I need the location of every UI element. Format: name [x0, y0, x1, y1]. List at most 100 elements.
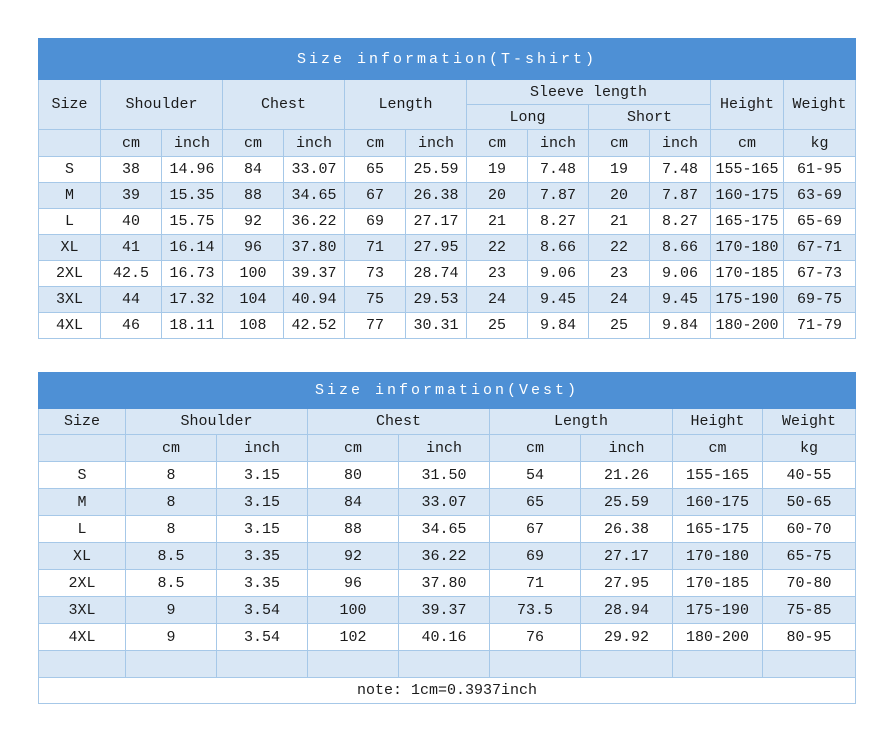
table-cell: 9.84: [527, 312, 589, 339]
table-cell: 76: [489, 623, 581, 651]
tshirt-table-title: Size information(T-shirt): [37, 38, 857, 80]
table-cell: 104: [222, 286, 284, 313]
table-cell: 61-95: [782, 156, 857, 183]
table-cell: 24: [588, 286, 650, 313]
table-cell: 165-175: [672, 515, 763, 543]
table-cell: 9.45: [527, 286, 589, 313]
table-row: XL 8.5 3.35 92 36.22 69 27.17 170-180 65-75: [38, 542, 857, 570]
table-cell: 100: [307, 596, 399, 624]
table-cell: 60-70: [761, 515, 857, 543]
table-cell: 42.52: [283, 312, 345, 339]
table-cell: 80-95: [761, 623, 857, 651]
table-cell: 18.11: [161, 312, 223, 339]
tshirt-title-row: Size information(T-shirt): [37, 38, 857, 80]
unit-cell: inch: [649, 129, 711, 157]
table-cell: 54: [489, 461, 581, 489]
unit-cell: [38, 434, 126, 462]
table-cell: 27.95: [405, 234, 467, 261]
table-row: M 39 15.35 88 34.65 67 26.38 20 7.87 20 7.87 160-17…: [38, 182, 857, 209]
table-cell: 31.50: [398, 461, 490, 489]
unit-cell: kg: [761, 434, 857, 462]
table-cell: [489, 650, 581, 678]
table-cell: 29.53: [405, 286, 467, 313]
column-header-sleeve-length: Sleeve length: [466, 79, 711, 105]
column-header-height: Height: [672, 408, 763, 435]
table-cell: 69: [344, 208, 406, 235]
size-cell: 4XL: [38, 623, 126, 651]
table-cell: 21: [466, 208, 528, 235]
vest-table-title: Size information(Vest): [37, 372, 857, 409]
table-cell: 3.35: [216, 542, 308, 570]
table-cell: 7.48: [527, 156, 589, 183]
table-cell: 92: [307, 542, 399, 570]
table-cell: 25: [466, 312, 528, 339]
table-cell: 36.22: [398, 542, 490, 570]
conversion-note-row: note: 1cm=0.3937inch: [37, 677, 857, 704]
table-cell: 180-200: [672, 623, 763, 651]
table-cell: 39.37: [283, 260, 345, 287]
vest-table-body: S 8 3.15 80 31.50 54 21.26 155-165 40-55 M 8 3.15 84…: [38, 461, 857, 678]
table-cell: 170-180: [710, 234, 784, 261]
table-cell: 9.06: [649, 260, 711, 287]
vest-size-table: Size information(Vest) Size Shoulder Che…: [37, 372, 857, 704]
table-cell: 16.73: [161, 260, 223, 287]
unit-cell: [38, 129, 101, 157]
unit-cell: cm: [710, 129, 784, 157]
table-cell: 15.75: [161, 208, 223, 235]
size-cell: M: [38, 182, 101, 209]
table-cell: 7.87: [527, 182, 589, 209]
table-cell: 63-69: [782, 182, 857, 209]
table-cell: 160-175: [672, 488, 763, 516]
table-cell: 46: [100, 312, 162, 339]
column-header-shoulder: Shoulder: [100, 79, 223, 130]
table-cell: 67-71: [782, 234, 857, 261]
table-cell: 9: [125, 623, 217, 651]
column-header-sleeve-long: Long: [466, 104, 589, 130]
table-cell: 8: [125, 461, 217, 489]
unit-cell: inch: [283, 129, 345, 157]
table-cell: 155-165: [710, 156, 784, 183]
column-header-shoulder: Shoulder: [125, 408, 308, 435]
size-cell: 3XL: [38, 286, 101, 313]
size-cell: 2XL: [38, 260, 101, 287]
unit-cell: cm: [672, 434, 763, 462]
table-cell: 65: [489, 488, 581, 516]
table-cell: 108: [222, 312, 284, 339]
tshirt-units-row: cm inch cm inch cm inch cm inch cm inch cm kg: [38, 129, 857, 157]
table-cell: 92: [222, 208, 284, 235]
table-cell: 19: [588, 156, 650, 183]
table-cell: 73: [344, 260, 406, 287]
table-cell: 100: [222, 260, 284, 287]
table-cell: 28.74: [405, 260, 467, 287]
unit-cell: cm: [588, 129, 650, 157]
unit-cell: inch: [405, 129, 467, 157]
table-cell: 88: [307, 515, 399, 543]
table-row: 3XL 44 17.32 104 40.94 75 29.53 24 9.45 24 9.45 175…: [38, 286, 857, 313]
size-cell: S: [38, 156, 101, 183]
table-cell: 65-69: [782, 208, 857, 235]
table-row: 2XL 42.5 16.73 100 39.37 73 28.74 23 9.06 23 9.06 1…: [38, 260, 857, 287]
vest-size-table-section: Size information(Vest) Size Shoulder Che…: [37, 372, 857, 704]
column-header-weight: Weight: [782, 79, 857, 130]
table-cell: 37.80: [283, 234, 345, 261]
column-header-chest: Chest: [307, 408, 490, 435]
unit-cell: inch: [398, 434, 490, 462]
table-cell: [398, 650, 490, 678]
table-cell: 88: [222, 182, 284, 209]
table-cell: 9.06: [527, 260, 589, 287]
table-cell: 26.38: [580, 515, 673, 543]
table-cell: 27.17: [580, 542, 673, 570]
table-cell: 3.35: [216, 569, 308, 597]
table-cell: 65-75: [761, 542, 857, 570]
table-cell: 160-175: [710, 182, 784, 209]
table-cell: 170-185: [672, 569, 763, 597]
unit-cell: cm: [489, 434, 581, 462]
table-cell: 39.37: [398, 596, 490, 624]
size-cell: L: [38, 515, 126, 543]
table-cell: 34.65: [398, 515, 490, 543]
table-cell: [216, 650, 308, 678]
table-cell: 7.48: [649, 156, 711, 183]
size-cell: XL: [38, 234, 101, 261]
size-cell: XL: [38, 542, 126, 570]
table-cell: 3.15: [216, 515, 308, 543]
